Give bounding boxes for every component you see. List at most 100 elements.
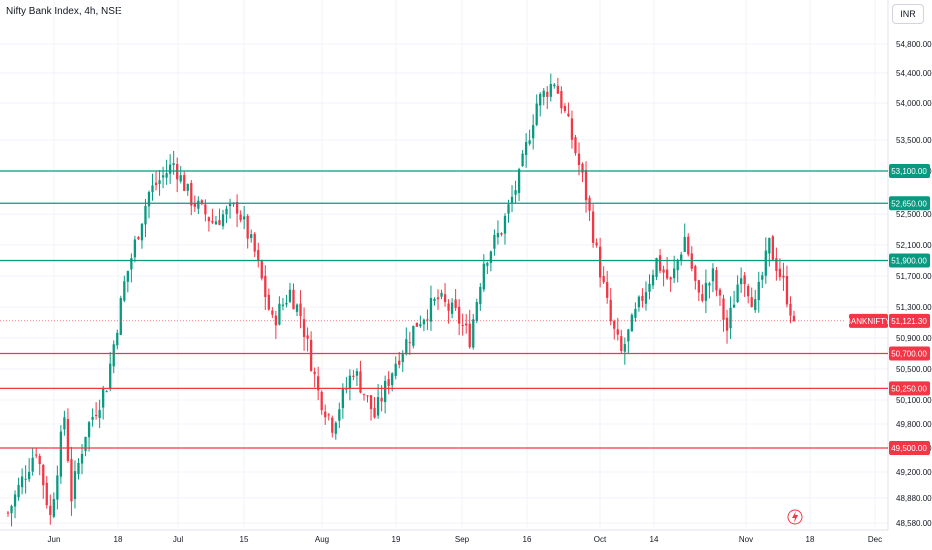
candle — [49, 494, 52, 525]
candle — [771, 234, 774, 261]
candle — [486, 261, 489, 275]
price-axis[interactable]: 54,800.0054,400.0054,000.0053,500.0053,1… — [896, 40, 932, 528]
candle — [433, 297, 436, 306]
candle — [482, 254, 485, 292]
candle — [620, 329, 623, 354]
candle — [747, 283, 750, 304]
candle — [6, 510, 10, 517]
candle — [387, 371, 390, 395]
candle — [429, 285, 433, 331]
y-tick-label: 48,580.00 — [896, 519, 932, 528]
candle — [292, 283, 295, 310]
candle — [31, 448, 34, 476]
candle — [13, 490, 17, 519]
candle — [732, 290, 736, 308]
candle — [549, 73, 552, 102]
alert-icon[interactable] — [787, 509, 803, 525]
candle — [450, 298, 454, 319]
candle — [563, 103, 567, 114]
y-tick-label: 50,500.00 — [896, 365, 932, 374]
candle — [394, 356, 397, 380]
candle — [556, 77, 559, 94]
candle — [66, 408, 70, 463]
y-tick-label: 51,300.00 — [896, 303, 932, 312]
candle — [725, 309, 729, 344]
candle — [313, 367, 316, 388]
candle — [77, 458, 80, 480]
level-tag-label: 52,650.00 — [891, 199, 927, 208]
y-tick-label: 50,100.00 — [896, 396, 932, 405]
level-tag-label: 51,900.00 — [891, 257, 927, 266]
candle — [750, 287, 753, 308]
candle — [415, 322, 419, 327]
grid — [0, 0, 889, 531]
candle — [338, 402, 341, 429]
candle — [510, 185, 514, 213]
candle — [17, 477, 20, 501]
candle — [761, 271, 764, 288]
candle — [63, 410, 66, 436]
candle — [246, 214, 249, 249]
candle — [532, 114, 535, 150]
candle — [782, 262, 785, 291]
candle — [295, 303, 299, 317]
level-tag — [889, 441, 930, 455]
level-tag — [889, 346, 930, 361]
candle — [454, 288, 457, 312]
candle — [176, 157, 179, 193]
currency-selector[interactable]: INR — [892, 4, 924, 24]
candle — [496, 220, 500, 245]
candle — [426, 309, 429, 331]
candle — [352, 369, 355, 381]
candle — [595, 238, 598, 248]
candle — [687, 233, 690, 257]
candle — [123, 275, 126, 303]
candle — [447, 299, 450, 324]
candle — [207, 216, 211, 232]
candle — [200, 199, 204, 206]
candle — [190, 180, 193, 216]
candle — [98, 399, 101, 429]
candle — [369, 394, 373, 421]
time-axis[interactable]: Jun 18 Jul 15 Aug 19 Sep 16 Oct 14 Nov 18 Dec — [48, 535, 883, 544]
candle — [140, 223, 144, 249]
candle — [535, 94, 538, 127]
candle — [493, 229, 496, 256]
y-tick-label: 52,100.00 — [896, 241, 932, 250]
candle — [260, 259, 263, 281]
levels — [0, 170, 888, 449]
candle — [701, 284, 704, 303]
candle — [546, 86, 549, 109]
candle — [243, 206, 246, 230]
candle — [479, 283, 482, 311]
candle — [616, 317, 619, 341]
candle — [165, 159, 168, 185]
candle — [348, 369, 352, 401]
candle — [436, 289, 440, 310]
candle — [73, 460, 77, 509]
y-tick-label: 49,200.00 — [896, 468, 932, 477]
y-tick-label: 54,000.00 — [896, 99, 932, 108]
candle — [588, 195, 591, 221]
candle — [567, 102, 570, 118]
candle — [602, 266, 605, 285]
candle — [133, 235, 137, 263]
candle — [542, 87, 545, 106]
y-tick-label: 48,880.00 — [896, 494, 932, 503]
candle — [366, 395, 369, 403]
level-tag-label: 53,100.00 — [891, 167, 927, 176]
candle — [91, 408, 94, 427]
candle — [521, 149, 524, 167]
candle — [144, 198, 147, 238]
candle — [658, 249, 662, 274]
candle — [539, 92, 542, 117]
x-tick-label: Nov — [739, 535, 753, 544]
candle — [70, 446, 73, 516]
candle — [736, 275, 739, 304]
candle — [186, 183, 189, 196]
candle — [179, 166, 182, 184]
candle — [627, 328, 630, 353]
candles — [6, 73, 796, 527]
candle — [204, 199, 207, 222]
